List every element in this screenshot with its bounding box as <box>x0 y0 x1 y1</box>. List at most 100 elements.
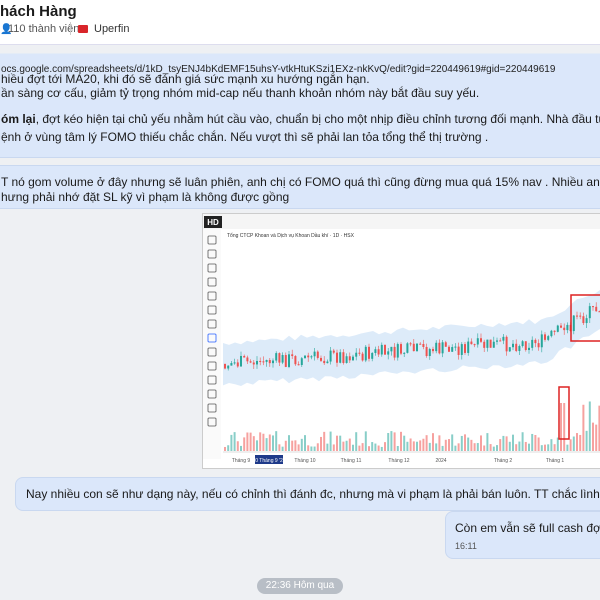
chart-image[interactable]: HD Tổng CTCP Khoan và Dịch vụ Khoan Dầu … <box>202 213 600 469</box>
candle <box>521 341 524 347</box>
volume-bar <box>556 437 559 451</box>
candle <box>326 361 329 364</box>
candle <box>278 353 281 363</box>
volume-bar <box>396 445 399 451</box>
message: Nay nhiều con sẽ như dạng này, nếu có ch… <box>15 477 600 511</box>
volume-bar <box>256 440 258 451</box>
volume-bar <box>233 432 236 451</box>
candle <box>483 341 486 348</box>
candle <box>540 334 543 348</box>
candle <box>387 351 390 355</box>
volume-bar <box>428 442 431 451</box>
candle <box>432 348 434 352</box>
candle <box>460 344 463 355</box>
candle <box>348 356 351 361</box>
my-message: Còn em vẫn sẽ full cash đợi cho 16:11 <box>445 511 600 559</box>
candle <box>377 349 380 355</box>
cover <box>0 45 600 71</box>
candle <box>476 338 479 345</box>
candle <box>339 352 342 363</box>
candle <box>313 351 316 357</box>
volume-bar <box>361 443 364 451</box>
badge: HD <box>207 218 219 227</box>
x-label: Tháng 10 <box>294 458 315 464</box>
header: hách Hàng 👤 110 thành viên Uperfin <box>0 0 600 45</box>
candle <box>480 338 482 342</box>
candle <box>556 325 559 332</box>
volume-bar <box>451 434 454 451</box>
message-text: Nay nhiều con sẽ như dạng này, nếu có ch… <box>26 487 600 501</box>
candle <box>272 360 274 364</box>
volume-bar <box>329 431 332 451</box>
volume-bar <box>316 443 319 451</box>
volume-bar <box>563 403 566 451</box>
tool-icon <box>207 347 217 357</box>
x-label: 10 Tháng 9 '23 <box>252 458 285 464</box>
candle <box>534 339 537 344</box>
tool-icon <box>207 305 217 315</box>
candle <box>416 343 418 352</box>
candle <box>448 346 450 352</box>
volume-bar <box>352 444 354 451</box>
volume-bar <box>454 445 457 451</box>
candle <box>262 361 265 363</box>
candle <box>294 356 297 365</box>
member-count[interactable]: 110 thành viên <box>8 23 80 35</box>
candle <box>502 336 505 341</box>
volume-bar <box>521 432 524 451</box>
candle <box>268 359 271 364</box>
volume-bar <box>438 435 441 451</box>
volume-bar <box>281 446 284 451</box>
candle <box>390 346 393 352</box>
candle <box>499 340 502 342</box>
volume-bar <box>409 438 412 451</box>
volume-bar <box>457 443 460 451</box>
volume-bar <box>304 435 306 451</box>
candle <box>576 315 578 317</box>
candle <box>224 364 226 369</box>
candle <box>438 342 441 354</box>
volume-bar <box>502 435 505 451</box>
tool-icon <box>207 361 217 371</box>
volume-bar <box>374 443 377 451</box>
candle <box>403 352 406 354</box>
side-toolbar <box>203 229 221 459</box>
candle <box>544 334 546 340</box>
candle <box>345 356 348 363</box>
candle <box>464 344 466 353</box>
candle <box>496 340 498 342</box>
candle <box>566 324 569 331</box>
x-label: Tháng 2 <box>494 458 513 464</box>
message-text: hiều đợt tới MA20, khi đó sẽ đánh giá sứ… <box>1 72 370 86</box>
volume-bar <box>342 441 345 451</box>
volume-bar <box>272 435 274 451</box>
candle <box>358 352 361 354</box>
volume-bar <box>470 439 473 451</box>
candle <box>451 347 454 352</box>
volume-bar <box>464 434 466 451</box>
volume-bar <box>227 445 230 451</box>
volume-bar <box>476 443 479 451</box>
candle <box>409 343 412 345</box>
volume-bar <box>288 435 290 451</box>
candle <box>508 347 511 352</box>
candle <box>486 339 489 348</box>
volume-bar <box>284 440 287 451</box>
candle <box>297 364 300 366</box>
tag-icon <box>78 25 88 33</box>
candle <box>473 344 476 346</box>
tool-icon <box>207 375 217 385</box>
volume-bar <box>371 442 374 451</box>
candle <box>332 350 335 353</box>
tag[interactable]: Uperfin <box>94 23 130 35</box>
band <box>223 289 600 387</box>
candle <box>528 347 530 351</box>
candle <box>572 315 575 332</box>
volume-bar <box>291 440 294 451</box>
candle <box>252 362 255 365</box>
volume-bar <box>275 431 278 451</box>
candle <box>419 343 422 345</box>
candle <box>227 365 230 369</box>
volume-bar <box>588 401 591 451</box>
volume-bar <box>540 445 543 451</box>
